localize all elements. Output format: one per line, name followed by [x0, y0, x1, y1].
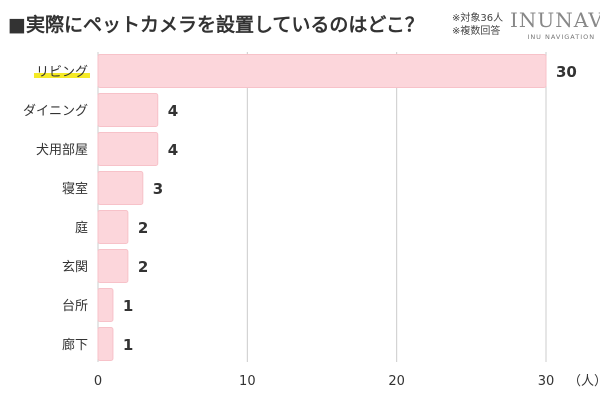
- value-label: 2: [138, 219, 148, 237]
- bar: [97, 327, 114, 361]
- logo-tagline: INU NAVIGATION: [527, 33, 596, 41]
- category-label: リビング: [36, 65, 88, 80]
- value-label: 4: [168, 102, 178, 120]
- value-labels: 30 4 4 3 2 2 1 1: [123, 63, 577, 354]
- bar: [97, 54, 547, 88]
- category-highlight: [33, 73, 90, 78]
- highlight-layer: [33, 73, 90, 78]
- category-label: 庭: [75, 220, 88, 236]
- x-tick-label: 0: [94, 374, 102, 389]
- category-label: 寝室: [62, 181, 88, 197]
- x-axis-ticks: 0 10 20 30 （人）: [94, 374, 600, 389]
- value-label: 1: [123, 297, 133, 315]
- bar: [97, 132, 159, 166]
- category-label: ダイニング: [23, 104, 88, 119]
- bar: [97, 171, 144, 205]
- grid-lines: [97, 52, 547, 362]
- note-respondents: ※対象36人: [452, 13, 504, 24]
- value-label: 1: [123, 336, 133, 354]
- x-axis-unit: （人）: [568, 374, 600, 389]
- category-label: 廊下: [62, 337, 88, 353]
- bars: [97, 54, 547, 361]
- value-label: 4: [168, 141, 178, 159]
- survey-note: ※対象36人 ※複数回答: [452, 12, 503, 38]
- x-tick-label: 10: [239, 374, 256, 389]
- bar: [97, 288, 114, 322]
- bar: [97, 249, 129, 283]
- x-tick-label: 30: [538, 374, 555, 389]
- bar: [97, 210, 129, 244]
- chart-title: ■実際にペットカメラを設置しているのはどこ？: [8, 14, 424, 36]
- category-label: 犬用部屋: [36, 143, 88, 158]
- value-label: 2: [138, 258, 148, 276]
- bar: [97, 93, 159, 127]
- category-label: 台所: [62, 299, 88, 314]
- value-label: 30: [556, 63, 577, 81]
- note-multiple-answers: ※複数回答: [452, 26, 501, 37]
- category-label: 玄関: [62, 260, 88, 275]
- value-label: 3: [153, 180, 163, 198]
- x-tick-label: 20: [388, 374, 405, 389]
